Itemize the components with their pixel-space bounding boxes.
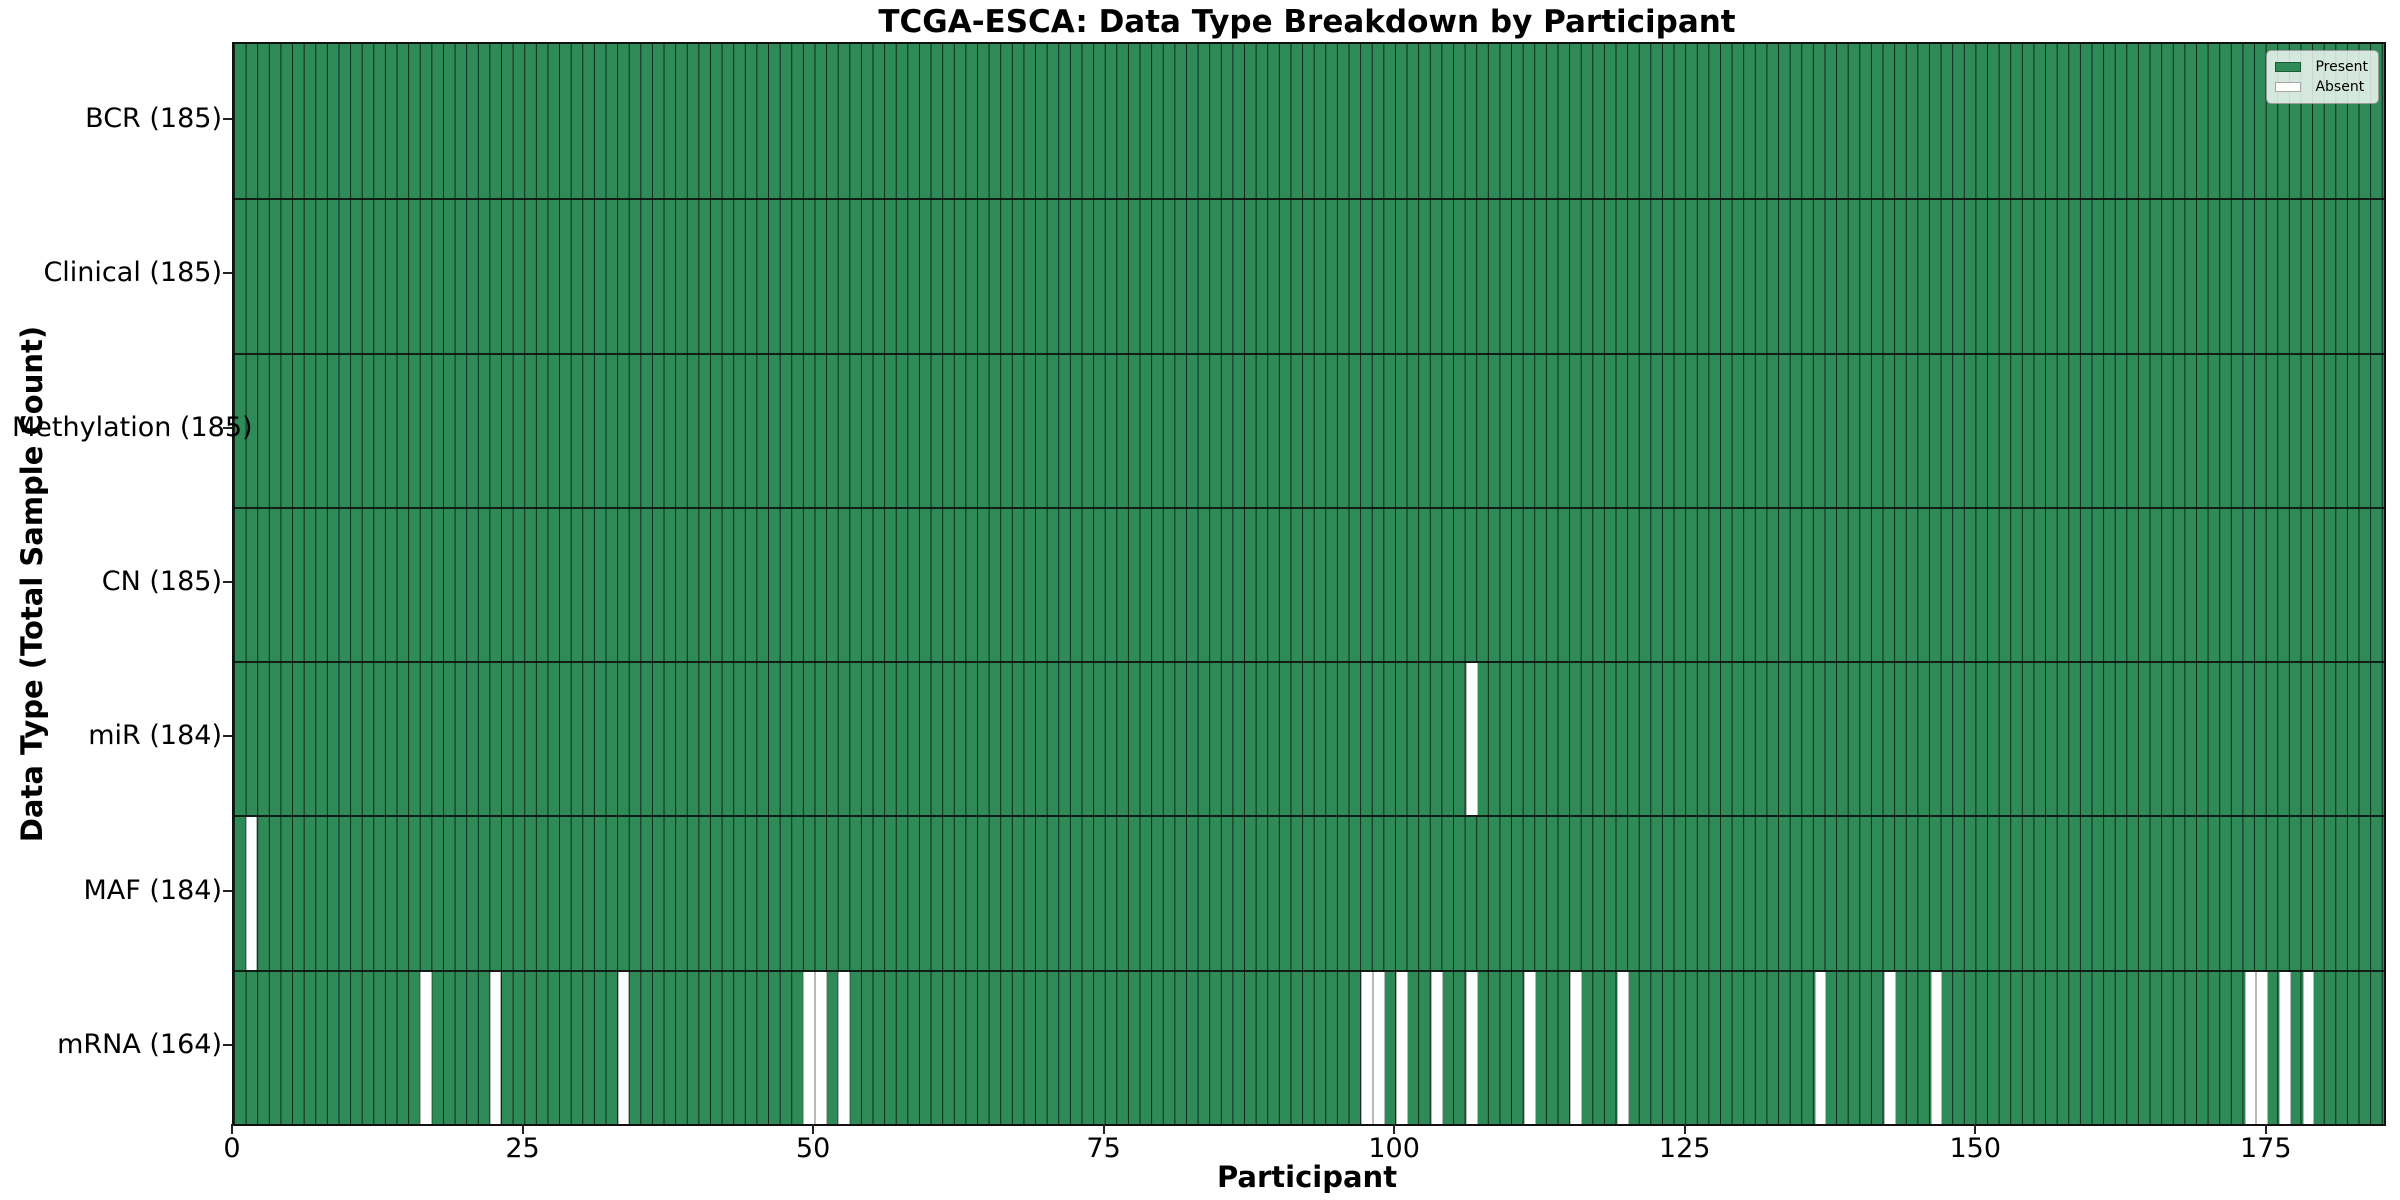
- x-tick-mark: [1974, 1124, 1977, 1134]
- absent-cell: [2256, 971, 2268, 1124]
- absent-cell: [617, 971, 630, 1124]
- absent-cell: [803, 971, 816, 1124]
- y-tick-label: mRNA (164): [57, 1028, 222, 1060]
- x-tick-mark: [1683, 1124, 1686, 1134]
- y-tick-mark: [223, 272, 232, 275]
- absent-cell: [815, 971, 827, 1124]
- legend-label-absent: Absent: [2315, 79, 2365, 95]
- legend-swatch-absent-icon: [2275, 82, 2302, 92]
- absent-cell: [419, 971, 432, 1124]
- legend-item-absent: Absent: [2275, 77, 2368, 97]
- absent-cell: [1465, 971, 1478, 1124]
- absent-cell: [1524, 971, 1536, 1124]
- absent-cell: [2302, 971, 2315, 1124]
- x-tick-label: 25: [505, 1133, 540, 1164]
- x-tick-label: 100: [1368, 1133, 1420, 1164]
- x-tick-label: 0: [223, 1133, 241, 1164]
- absent-cell: [1396, 971, 1408, 1124]
- x-axis-label: Participant: [1216, 1160, 1398, 1194]
- x-tick-label: 125: [1658, 1133, 1711, 1164]
- legend-swatch-present-icon: [2275, 62, 2302, 72]
- x-tick-mark: [1393, 1124, 1396, 1134]
- heatmap-row-cn: [234, 506, 2384, 661]
- legend: Present Absent: [2266, 50, 2379, 104]
- absent-cell: [2279, 971, 2291, 1124]
- x-tick-label: 175: [2240, 1133, 2292, 1164]
- y-tick-label: Clinical (185): [43, 257, 222, 289]
- y-tick-label: CN (185): [101, 566, 222, 597]
- y-tick-label: Methylation (185): [12, 411, 253, 443]
- x-tick-label: 75: [1086, 1133, 1121, 1164]
- x-tick-mark: [521, 1124, 524, 1134]
- x-tick-mark: [231, 1124, 233, 1134]
- chart-title: TCGA-ESCA: Data Type Breakdown by Partic…: [878, 4, 1736, 40]
- absent-cell: [1616, 971, 1629, 1124]
- y-tick-mark: [223, 1043, 232, 1046]
- absent-cell: [489, 971, 502, 1124]
- heatmap-row-mrna: [234, 969, 2384, 1124]
- y-tick-label: miR (184): [88, 720, 222, 752]
- heatmap-row-maf: [234, 815, 2384, 970]
- absent-cell: [1884, 971, 1896, 1124]
- heatmap-row-clinical: [234, 198, 2384, 352]
- absent-cell: [245, 817, 258, 970]
- absent-cell: [1465, 663, 1478, 816]
- heatmap-row-methylation: [234, 352, 2384, 507]
- legend-item-present: Present: [2275, 57, 2368, 77]
- absent-cell: [2244, 971, 2257, 1124]
- y-tick-mark: [223, 426, 232, 429]
- plot-area: Present Absent: [232, 42, 2386, 1126]
- y-tick-mark: [223, 735, 232, 738]
- y-tick-label: BCR (185): [85, 103, 222, 135]
- heatmap-row-mir: [234, 661, 2384, 816]
- absent-cell: [1930, 971, 1943, 1124]
- y-tick-mark: [223, 118, 232, 121]
- x-tick-label: 50: [795, 1133, 831, 1164]
- x-tick-mark: [812, 1124, 815, 1134]
- heatmap-row-bcr: [234, 44, 2384, 198]
- x-tick-mark: [1102, 1124, 1105, 1134]
- x-tick-label: 150: [1949, 1133, 2002, 1164]
- absent-cell: [1431, 971, 1443, 1124]
- y-tick-mark: [223, 581, 232, 583]
- absent-cell: [838, 971, 850, 1124]
- y-tick-label: MAF (184): [83, 874, 222, 906]
- absent-cell: [1372, 971, 1385, 1124]
- legend-label-present: Present: [2315, 59, 2368, 75]
- x-tick-mark: [2264, 1124, 2267, 1134]
- absent-cell: [1570, 971, 1583, 1124]
- y-tick-mark: [223, 889, 232, 892]
- absent-cell: [1361, 971, 1373, 1124]
- absent-cell: [1814, 971, 1827, 1124]
